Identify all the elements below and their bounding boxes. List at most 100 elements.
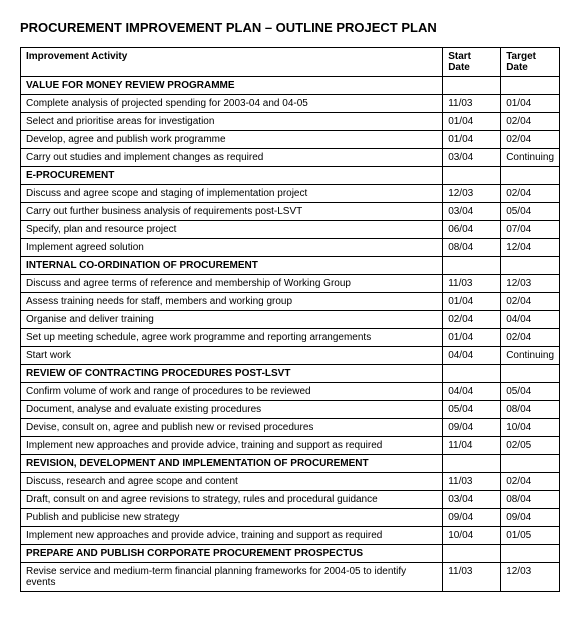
activity-cell: Implement new approaches and provide adv… xyxy=(21,527,443,545)
activity-cell: Implement agreed solution xyxy=(21,239,443,257)
target-date-cell: 12/03 xyxy=(501,275,560,293)
activity-cell: Set up meeting schedule, agree work prog… xyxy=(21,329,443,347)
activity-cell: Specify, plan and resource project xyxy=(21,221,443,239)
target-date-cell: 02/04 xyxy=(501,329,560,347)
header-start-date: Start Date xyxy=(443,48,501,77)
section-header-row: REVIEW OF CONTRACTING PROCEDURES POST-LS… xyxy=(21,365,560,383)
section-name: REVIEW OF CONTRACTING PROCEDURES POST-LS… xyxy=(21,365,443,383)
table-row: Specify, plan and resource project06/040… xyxy=(21,221,560,239)
table-row: Carry out further business analysis of r… xyxy=(21,203,560,221)
start-date-cell: 09/04 xyxy=(443,509,501,527)
table-row: Discuss, research and agree scope and co… xyxy=(21,473,560,491)
document-title: PROCUREMENT IMPROVEMENT PLAN – OUTLINE P… xyxy=(20,20,560,35)
start-date-cell: 08/04 xyxy=(443,239,501,257)
target-date-cell: 08/04 xyxy=(501,401,560,419)
start-date-cell: 04/04 xyxy=(443,383,501,401)
section-target-empty xyxy=(501,257,560,275)
target-date-cell: 05/04 xyxy=(501,203,560,221)
table-row: Assess training needs for staff, members… xyxy=(21,293,560,311)
activity-cell: Assess training needs for staff, members… xyxy=(21,293,443,311)
section-name: VALUE FOR MONEY REVIEW PROGRAMME xyxy=(21,77,443,95)
table-row: Implement new approaches and provide adv… xyxy=(21,527,560,545)
start-date-cell: 02/04 xyxy=(443,311,501,329)
target-date-cell: 07/04 xyxy=(501,221,560,239)
activity-cell: Start work xyxy=(21,347,443,365)
target-date-cell: 02/04 xyxy=(501,113,560,131)
start-date-cell: 09/04 xyxy=(443,419,501,437)
start-date-cell: 05/04 xyxy=(443,401,501,419)
activity-cell: Discuss, research and agree scope and co… xyxy=(21,473,443,491)
target-date-cell: 05/04 xyxy=(501,383,560,401)
section-name: INTERNAL CO-ORDINATION OF PROCUREMENT xyxy=(21,257,443,275)
start-date-cell: 11/03 xyxy=(443,275,501,293)
target-date-cell: 12/04 xyxy=(501,239,560,257)
header-activity: Improvement Activity xyxy=(21,48,443,77)
section-target-empty xyxy=(501,365,560,383)
start-date-cell: 11/03 xyxy=(443,563,501,592)
header-row: Improvement Activity Start Date Target D… xyxy=(21,48,560,77)
project-plan-table: Improvement Activity Start Date Target D… xyxy=(20,47,560,592)
table-row: Discuss and agree scope and staging of i… xyxy=(21,185,560,203)
table-row: Implement new approaches and provide adv… xyxy=(21,437,560,455)
activity-cell: Revise service and medium-term financial… xyxy=(21,563,443,592)
target-date-cell: 01/04 xyxy=(501,95,560,113)
start-date-cell: 01/04 xyxy=(443,293,501,311)
activity-cell: Discuss and agree scope and staging of i… xyxy=(21,185,443,203)
start-date-cell: 03/04 xyxy=(443,149,501,167)
activity-cell: Carry out further business analysis of r… xyxy=(21,203,443,221)
target-date-cell: 10/04 xyxy=(501,419,560,437)
start-date-cell: 03/04 xyxy=(443,203,501,221)
target-date-cell: 02/04 xyxy=(501,131,560,149)
start-date-cell: 11/03 xyxy=(443,95,501,113)
start-date-cell: 10/04 xyxy=(443,527,501,545)
table-row: Draft, consult on and agree revisions to… xyxy=(21,491,560,509)
section-target-empty xyxy=(501,167,560,185)
table-row: Develop, agree and publish work programm… xyxy=(21,131,560,149)
section-start-empty xyxy=(443,257,501,275)
table-row: Select and prioritise areas for investig… xyxy=(21,113,560,131)
target-date-cell: 08/04 xyxy=(501,491,560,509)
section-start-empty xyxy=(443,167,501,185)
target-date-cell: 02/04 xyxy=(501,293,560,311)
table-row: Start work04/04Continuing xyxy=(21,347,560,365)
start-date-cell: 01/04 xyxy=(443,113,501,131)
activity-cell: Organise and deliver training xyxy=(21,311,443,329)
section-name: REVISION, DEVELOPMENT AND IMPLEMENTATION… xyxy=(21,455,443,473)
activity-cell: Confirm volume of work and range of proc… xyxy=(21,383,443,401)
header-target-date: Target Date xyxy=(501,48,560,77)
start-date-cell: 01/04 xyxy=(443,131,501,149)
table-row: Set up meeting schedule, agree work prog… xyxy=(21,329,560,347)
table-row: Carry out studies and implement changes … xyxy=(21,149,560,167)
target-date-cell: 12/03 xyxy=(501,563,560,592)
target-date-cell: Continuing xyxy=(501,347,560,365)
section-header-row: PREPARE AND PUBLISH CORPORATE PROCUREMEN… xyxy=(21,545,560,563)
start-date-cell: 03/04 xyxy=(443,491,501,509)
activity-cell: Develop, agree and publish work programm… xyxy=(21,131,443,149)
table-row: Document, analyse and evaluate existing … xyxy=(21,401,560,419)
target-date-cell: 02/04 xyxy=(501,185,560,203)
section-header-row: E-PROCUREMENT xyxy=(21,167,560,185)
table-row: Revise service and medium-term financial… xyxy=(21,563,560,592)
table-row: Discuss and agree terms of reference and… xyxy=(21,275,560,293)
table-row: Confirm volume of work and range of proc… xyxy=(21,383,560,401)
target-date-cell: 09/04 xyxy=(501,509,560,527)
activity-cell: Complete analysis of projected spending … xyxy=(21,95,443,113)
start-date-cell: 04/04 xyxy=(443,347,501,365)
section-target-empty xyxy=(501,455,560,473)
start-date-cell: 11/04 xyxy=(443,437,501,455)
table-row: Implement agreed solution08/0412/04 xyxy=(21,239,560,257)
section-header-row: VALUE FOR MONEY REVIEW PROGRAMME xyxy=(21,77,560,95)
table-row: Publish and publicise new strategy09/040… xyxy=(21,509,560,527)
section-start-empty xyxy=(443,77,501,95)
target-date-cell: 02/05 xyxy=(501,437,560,455)
activity-cell: Carry out studies and implement changes … xyxy=(21,149,443,167)
section-start-empty xyxy=(443,545,501,563)
section-header-row: REVISION, DEVELOPMENT AND IMPLEMENTATION… xyxy=(21,455,560,473)
target-date-cell: 01/05 xyxy=(501,527,560,545)
activity-cell: Publish and publicise new strategy xyxy=(21,509,443,527)
table-row: Complete analysis of projected spending … xyxy=(21,95,560,113)
activity-cell: Implement new approaches and provide adv… xyxy=(21,437,443,455)
activity-cell: Devise, consult on, agree and publish ne… xyxy=(21,419,443,437)
section-name: PREPARE AND PUBLISH CORPORATE PROCUREMEN… xyxy=(21,545,443,563)
start-date-cell: 12/03 xyxy=(443,185,501,203)
